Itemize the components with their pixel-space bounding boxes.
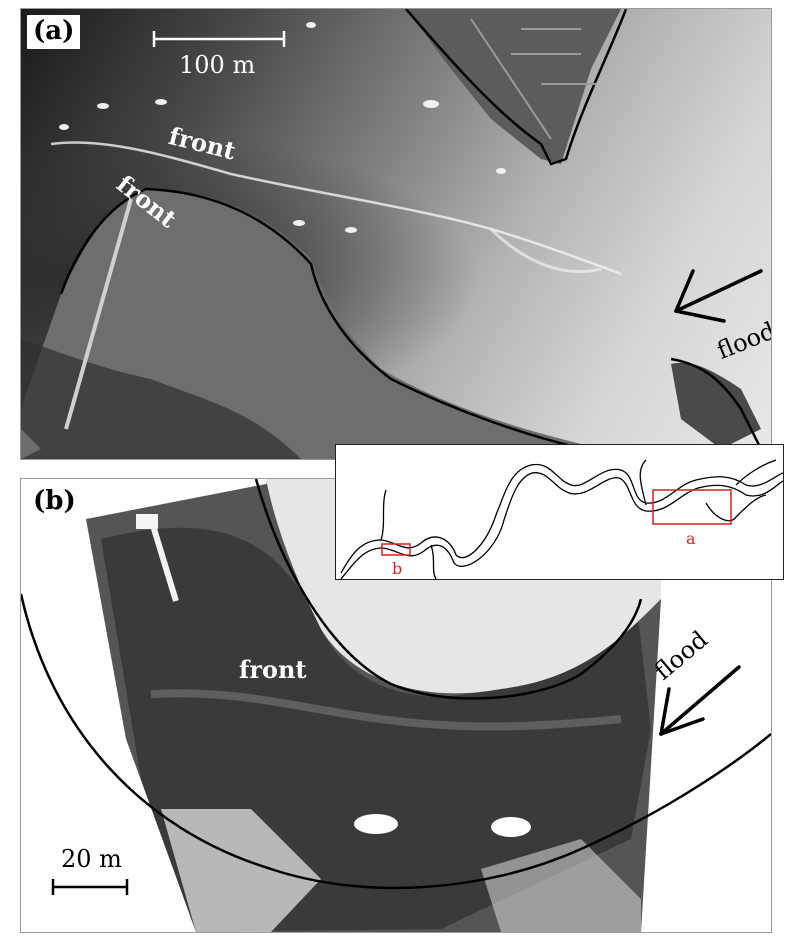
- panel-b-scale-bar: [51, 879, 129, 895]
- panel-b-label: (b): [27, 485, 82, 519]
- upper-land-docks: [470, 18, 596, 140]
- panel-a-label: (a): [27, 15, 81, 49]
- panel-a-overlay: [21, 9, 763, 459]
- panel-a-scale-text: 100 m: [179, 51, 256, 79]
- inset-label-a: a: [686, 529, 696, 548]
- panel-b-aerial-image: (b) front 20 m flood: [20, 478, 772, 933]
- upper-shoreline: [405, 9, 628, 166]
- inset-markers: [381, 489, 732, 556]
- inner-shoreline: [254, 479, 643, 700]
- lower-shoreline: [59, 187, 577, 449]
- panel-b-front-label: front: [239, 655, 307, 684]
- inset-box-a: [652, 489, 732, 525]
- forest-area: [21, 339, 301, 459]
- panel-a-flood-arrow: [674, 269, 763, 323]
- right-lower-land: [671, 362, 761, 449]
- panel-a-aerial-image: (a) 100 m front front flood: [20, 8, 772, 460]
- boats-b: [354, 814, 531, 837]
- panel-a-scale-bar: [152, 31, 286, 47]
- river-outline: [340, 459, 783, 579]
- inset-map-svg: [340, 459, 783, 579]
- panel-b-scale-text: 20 m: [61, 845, 122, 873]
- boats: [59, 22, 506, 233]
- panel-b-flood-arrow: [659, 665, 741, 736]
- pier: [148, 518, 179, 602]
- inset-box-b: [381, 543, 411, 556]
- jetty: [64, 198, 133, 430]
- outer-shoreline: [21, 593, 771, 890]
- front-line: [50, 141, 622, 276]
- upper-land: [406, 9, 621, 164]
- inset-map: a b: [335, 444, 784, 580]
- inset-label-b: b: [392, 559, 403, 578]
- front-band: [150, 689, 622, 731]
